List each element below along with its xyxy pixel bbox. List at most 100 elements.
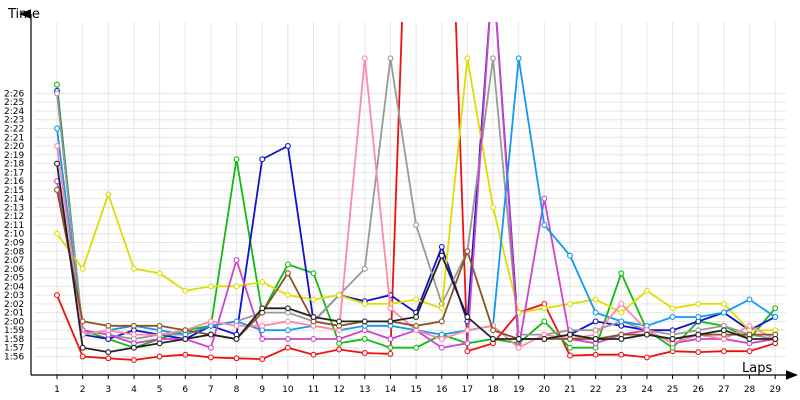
series-point [695,331,702,338]
x-tick-labels: 1 2 3 4 5 6 7 8 9 10 11 12 13 14 15 16 17 18 19 20 21 22 23 24 2… [54,375,781,395]
series-point [746,322,753,329]
y-tick-label: 2:02 [4,300,24,310]
series-point [387,55,394,62]
y-tick-label: 2:03 [4,291,24,301]
series-point [54,143,60,149]
series-point [746,336,753,342]
x-tick-label: 23 [616,385,627,395]
y-tick-label: 2:11 [4,221,24,231]
series-point [284,318,291,325]
series-point [284,327,291,334]
y-tick-label: 2:05 [4,274,24,284]
x-tick-label: 15 [410,385,421,395]
series-point [105,322,112,329]
series-point [259,279,266,285]
series-point [182,327,189,334]
series-point [541,318,548,325]
series-point [413,344,420,351]
series-point [207,318,214,325]
series-point [720,348,727,355]
series-point [361,318,368,325]
series-point [233,355,240,362]
series-point [130,265,137,272]
series-point [438,318,445,325]
x-tick-label: 12 [333,385,344,395]
x-tick-label: 11 [308,385,319,395]
series-point [695,349,702,356]
series-point [310,336,317,342]
series-point [361,55,368,62]
series-point [79,318,86,325]
x-tick-label: 2 [80,385,86,395]
y-tick-label: 2:15 [4,186,24,196]
series-point [592,318,599,325]
x-tick-label: 13 [359,385,370,395]
series-point [695,300,702,307]
series-point [669,305,676,312]
series-point [464,55,471,62]
series-point [438,344,445,351]
x-tick-label: 9 [259,385,265,395]
x-tick-label: 17 [462,385,473,395]
series-point [438,305,445,312]
y-tick-label: 2:26 [4,89,24,99]
series-point [618,336,625,342]
series-point [413,322,420,329]
x-tick-label: 19 [513,385,525,395]
series-point [592,296,599,303]
series-point [207,331,214,338]
series-point [490,204,496,211]
series-point [259,336,266,342]
series-point [79,344,86,351]
x-tick-label: 26 [693,385,705,395]
x-tick-label: 22 [590,385,601,395]
series-point [105,349,112,356]
y-tick-label: 1:56 [4,353,24,363]
y-tick-label: 2:04 [4,282,24,292]
series-point [156,322,163,329]
series-point [772,305,779,312]
series-point [310,270,317,277]
y-tick-label: 2:22 [4,124,24,134]
series-point [464,314,471,320]
series-point [567,252,573,259]
series-point [54,90,60,97]
series-point [541,222,548,228]
series-point [156,270,163,277]
x-axis-title: Laps [742,361,772,376]
y-tick-label: 2:20 [4,142,24,152]
series-point [772,314,779,320]
series-point [130,322,137,329]
x-tick-label: 27 [718,385,729,395]
series-point [233,283,240,290]
series-point [130,331,137,338]
series-point [105,191,112,198]
series-point [54,81,60,88]
series-point [284,336,291,342]
series-point [54,292,60,299]
x-tick-label: 10 [282,385,294,395]
series-point [284,292,291,299]
y-tick-label: 2:23 [4,116,24,126]
series-point [515,55,522,62]
y-tick-label: 2:06 [4,265,24,275]
series-point [54,160,60,167]
series-point [284,270,291,277]
series-point [464,340,471,347]
series-point [182,336,189,342]
y-axis-title: Time [7,7,40,22]
series-point [336,346,343,353]
series-point [105,355,112,362]
series-point [156,340,163,347]
series-point [592,336,599,342]
series-point [541,336,548,342]
x-tick-label: 4 [131,385,137,395]
series-point [746,348,753,355]
y-tick-label: 1:59 [4,326,24,336]
series-point [618,300,625,307]
series-point [643,287,650,294]
series-point [669,314,676,320]
series-point [541,305,548,312]
series-point [413,296,420,303]
